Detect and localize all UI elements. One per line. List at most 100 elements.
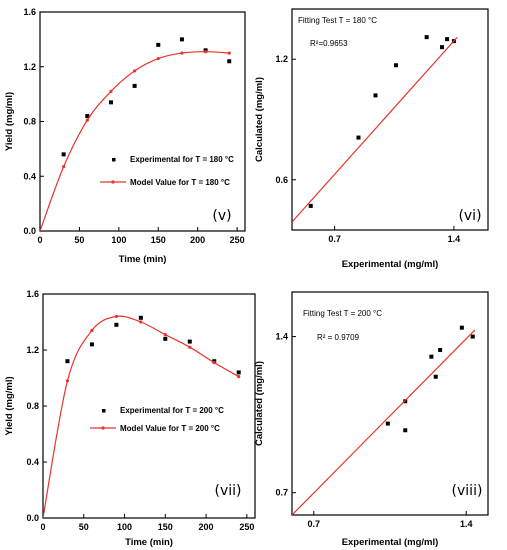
model-point <box>237 375 241 379</box>
data-point <box>156 42 161 47</box>
legend-marker-experimental <box>102 409 106 413</box>
x-tick-label: 1.4 <box>448 234 461 244</box>
model-point <box>188 345 192 349</box>
data-point <box>236 370 241 375</box>
panel-label: (vi) <box>458 208 481 224</box>
data-layer <box>43 314 241 518</box>
data-point <box>429 354 434 359</box>
plot-frame <box>291 8 489 231</box>
legend-marker-model <box>101 426 105 430</box>
data-layer <box>292 325 476 515</box>
y-tick-label: 1.6 <box>23 7 36 17</box>
y-axis-label: Yield (mg/ml) <box>4 376 15 435</box>
x-tick-label: 250 <box>230 235 245 245</box>
data-point <box>108 100 113 105</box>
y-tick-label: 0.7 <box>275 488 288 498</box>
fit-line <box>292 36 458 223</box>
x-tick-label: 0.7 <box>328 234 341 244</box>
panel-label: (v) <box>212 208 231 224</box>
panel-label: (viii) <box>452 483 483 499</box>
y-axis-label: Calculated (mg/ml) <box>254 77 265 162</box>
x-tick-label: 150 <box>151 235 166 245</box>
data-point <box>470 334 475 339</box>
data-layer <box>40 37 232 231</box>
y-tick-label: 0.6 <box>275 175 288 185</box>
model-point <box>114 314 118 318</box>
x-tick-label: 50 <box>79 522 89 532</box>
x-tick-label: 200 <box>190 235 205 245</box>
y-tick-label: 1.2 <box>26 345 39 355</box>
fit-title-annotation: Fitting Test T = 200 °C <box>303 309 382 318</box>
legend: Experimental for T = 180 °C Model Value f… <box>100 155 234 187</box>
data-point <box>179 37 184 42</box>
data-point <box>356 135 361 140</box>
x-tick-label: 250 <box>239 522 254 532</box>
model-point <box>227 51 231 55</box>
y-tick-label: 0.0 <box>26 513 39 523</box>
fit-line <box>292 329 476 515</box>
x-axis-label: Time (min) <box>125 537 173 548</box>
model-point <box>85 118 89 122</box>
y-tick-label: 1.2 <box>275 54 288 64</box>
chart-panel-4: 0.7 1.4 0.7 1.4 Experimental (mg/ml) Calculat… <box>254 291 489 548</box>
panel-label: (vii) <box>215 483 242 499</box>
model-point <box>212 361 216 365</box>
legend-marker-experimental <box>112 158 116 162</box>
data-point <box>138 315 143 320</box>
chart-panel-2: 0.7 1.4 0.6 1.2 Experimental (mg/ml) Calculat… <box>254 8 489 270</box>
model-point <box>133 69 137 73</box>
data-point <box>445 37 450 42</box>
data-point <box>424 35 429 40</box>
data-point <box>61 152 66 157</box>
x-tick-label: 0 <box>37 235 42 245</box>
x-tick-label: 1.4 <box>460 519 473 529</box>
model-point <box>180 51 184 55</box>
data-point <box>373 93 378 98</box>
data-point <box>227 59 232 64</box>
r-squared-annotation: R²=0.9653 <box>310 39 348 48</box>
data-point <box>132 83 137 88</box>
y-tick-label: 0.8 <box>23 117 36 127</box>
fit-title-annotation: Fitting Test T = 180 °C <box>298 16 377 25</box>
data-point <box>308 203 313 208</box>
data-point <box>89 342 94 347</box>
y-tick-label: 1.6 <box>26 289 39 299</box>
data-point <box>393 63 398 68</box>
plot-frame <box>291 291 489 516</box>
model-point <box>90 328 94 332</box>
data-point <box>65 359 70 364</box>
model-point <box>62 165 66 169</box>
x-axis-label: Experimental (mg/ml) <box>342 259 439 270</box>
data-point <box>433 374 438 379</box>
y-tick-label: 0.4 <box>26 457 39 467</box>
legend-label-model: Model Value for T = 200 °C <box>120 424 220 433</box>
data-point <box>385 421 390 426</box>
x-tick-label: 100 <box>117 522 132 532</box>
x-tick-label: 50 <box>74 235 84 245</box>
y-tick-label: 1.2 <box>23 62 36 72</box>
model-point <box>65 379 70 383</box>
y-axis-label: Calculated (mg/ml) <box>254 361 265 446</box>
model-curve <box>43 315 239 518</box>
data-point <box>163 336 168 341</box>
legend-label-experimental: Experimental for T = 180 °C <box>130 155 234 164</box>
model-point <box>163 333 167 337</box>
model-point <box>109 89 113 93</box>
model-point <box>156 56 160 61</box>
legend: Experimental for T = 200 °C Model Value f… <box>90 406 224 433</box>
model-point <box>203 50 208 54</box>
legend-label-model: Model Value for T = 180 °C <box>130 178 230 187</box>
x-tick-label: 100 <box>111 235 126 245</box>
data-point <box>459 325 464 330</box>
chart-panel-1: 0 50 100 150 200 250 0.0 0.4 0.8 1.2 1.6 Time (min)… <box>4 7 246 265</box>
model-point <box>139 320 143 324</box>
x-tick-label: 200 <box>199 522 214 532</box>
data-point <box>438 347 443 352</box>
data-point <box>85 114 90 119</box>
x-axis-label: Experimental (mg/ml) <box>342 537 439 548</box>
data-layer <box>292 35 458 223</box>
x-tick-label: 0 <box>40 522 45 532</box>
y-tick-label: 1.4 <box>275 332 288 342</box>
x-tick-label: 0.7 <box>308 519 321 529</box>
